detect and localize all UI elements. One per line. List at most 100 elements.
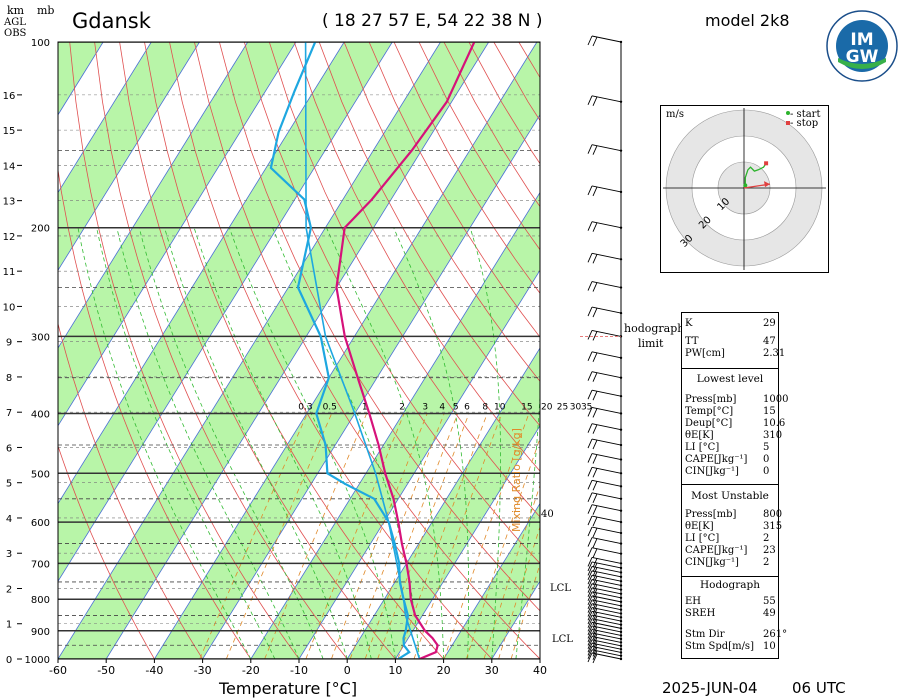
moist-adiabat bbox=[469, 227, 501, 659]
wind-barb-flag bbox=[587, 371, 593, 381]
indices-panel bbox=[681, 312, 779, 659]
dry-adiabat bbox=[368, 42, 540, 338]
station-title: Gdansk bbox=[72, 9, 151, 33]
moist-adiabat bbox=[515, 390, 540, 659]
lowest-theta-e: θE[K] 310 bbox=[685, 430, 783, 441]
height-tick-label: 13 bbox=[3, 197, 16, 208]
wind-barb-flag bbox=[592, 516, 598, 527]
pressure-tick-label: 700 bbox=[31, 559, 50, 570]
x-tick-label: -10 bbox=[290, 664, 308, 677]
wind-barb-flag bbox=[592, 580, 598, 590]
mu-press: Press[mb] 800 bbox=[685, 509, 783, 520]
height-tick-label: 5 bbox=[6, 479, 12, 490]
wind-barb-flag bbox=[592, 608, 598, 618]
wind-barb-flag bbox=[587, 632, 593, 643]
wind-barb-flag bbox=[592, 643, 598, 654]
wind-barb-flag bbox=[587, 537, 593, 547]
wind-barb-flag bbox=[592, 186, 598, 197]
wind-barb-flag bbox=[587, 599, 593, 610]
height-tick-label: 11 bbox=[3, 267, 16, 278]
wind-barb-flag bbox=[592, 615, 598, 626]
height-tick-label: 9 bbox=[6, 338, 12, 349]
wind-barb-flag bbox=[587, 618, 593, 628]
hodograph-title: Hodograph bbox=[699, 579, 760, 591]
isotherm-line bbox=[58, 42, 152, 194]
lowest-press: Press[mb] 1000 bbox=[685, 394, 789, 405]
pressure-tick-label: 500 bbox=[31, 469, 50, 480]
wind-barb-flag bbox=[587, 306, 593, 317]
wind-barb-flag bbox=[592, 254, 598, 264]
height-tick-label: 16 bbox=[3, 91, 16, 102]
isotherm-line bbox=[154, 42, 538, 659]
wind-barb-flag bbox=[592, 626, 598, 637]
wind-barb-flag bbox=[587, 561, 593, 572]
x-tick-label: 0 bbox=[344, 664, 351, 677]
mixing-ratio-label: 0.5 bbox=[323, 402, 337, 412]
isotherm-line bbox=[298, 269, 540, 659]
wind-barb-flag bbox=[587, 330, 593, 340]
wind-label-40: 40 bbox=[541, 509, 554, 520]
moist-adiabat bbox=[539, 656, 540, 659]
height-tick-label: 7 bbox=[6, 408, 12, 419]
wind-barb-flag bbox=[587, 557, 593, 567]
wind-barb-flag bbox=[592, 36, 598, 47]
logo-text-bottom: GW bbox=[846, 47, 879, 67]
wind-barb-flag bbox=[587, 625, 593, 636]
wind-barb-flag bbox=[592, 222, 598, 232]
date-label: 2025-JUN-04 bbox=[662, 679, 758, 697]
wind-barb-flag bbox=[587, 389, 593, 400]
moist-adiabat bbox=[138, 227, 324, 659]
mixing-ratio-label: 5 bbox=[453, 402, 459, 412]
isotherm-line bbox=[250, 191, 540, 659]
wind-barb-flag bbox=[592, 562, 598, 573]
pressure-tick-label: 200 bbox=[31, 224, 50, 235]
wind-barb-flag bbox=[587, 646, 593, 656]
wind-barb-flag bbox=[587, 636, 593, 646]
wind-barb-flag bbox=[587, 642, 593, 653]
isotherm-line bbox=[58, 42, 441, 659]
pressure-tick-label: 900 bbox=[31, 627, 50, 638]
pressure-tick-label: 800 bbox=[31, 595, 50, 606]
lowest-cape: CAPE[Jkg⁻¹] 0 bbox=[685, 454, 770, 465]
agl-label: AGL bbox=[4, 17, 26, 28]
hodograph-limit-label-2: limit bbox=[638, 337, 664, 350]
mixing-ratio-label: 2 bbox=[399, 402, 405, 412]
mixing-ratio-label: Mixing Ratio [g/kg] bbox=[510, 428, 523, 532]
wind-barb-flag bbox=[587, 583, 593, 593]
pressure-tick-label: 100 bbox=[31, 38, 50, 49]
height-tick-label: 4 bbox=[6, 514, 12, 525]
time-label: 06 UTC bbox=[792, 679, 846, 697]
isotherm-line bbox=[105, 42, 490, 659]
wind-barb-flag bbox=[587, 575, 593, 585]
hodo-sreh: SREH 49 bbox=[685, 608, 776, 619]
wind-level-dot bbox=[619, 100, 623, 103]
mixing-ratio-label: 30 bbox=[570, 402, 582, 412]
wind-barb-flag bbox=[592, 390, 598, 401]
wind-barb-flag bbox=[592, 576, 598, 586]
km-label: km bbox=[7, 4, 25, 17]
most-unstable-title: Most Unstable bbox=[691, 490, 769, 502]
wind-barb-flag bbox=[587, 629, 593, 639]
wind-barb-flag bbox=[587, 438, 593, 449]
pressure-tick-label: 400 bbox=[31, 409, 50, 420]
wind-barb-flag bbox=[592, 468, 598, 478]
height-tick-label: 1 bbox=[6, 620, 12, 631]
height-tick-label: 12 bbox=[3, 232, 16, 243]
height-tick-label: 0 bbox=[6, 655, 12, 666]
isotherm-line bbox=[58, 42, 393, 583]
mixing-ratio-label: 15 bbox=[521, 402, 532, 412]
wind-label-lcl-1: LCL bbox=[550, 583, 571, 594]
x-tick-label: 10 bbox=[388, 664, 402, 677]
isotherm-line bbox=[346, 347, 540, 659]
wind-barb-flag bbox=[592, 623, 598, 633]
moist-adiabat bbox=[326, 227, 444, 659]
mixing-ratio-label: 4 bbox=[439, 402, 445, 412]
hodograph-legend-stop: - stop bbox=[790, 118, 819, 129]
mu-cin: CIN[Jkg⁻¹] 2 bbox=[685, 557, 770, 568]
wind-barb-flag bbox=[592, 596, 598, 607]
wind-barb-flag bbox=[587, 591, 593, 602]
lowest-dewp: Deup[°C] 10.6 bbox=[685, 418, 786, 429]
wind-barb-flag bbox=[587, 467, 593, 477]
lowest-temp: Temp[°C] 15 bbox=[685, 406, 776, 417]
